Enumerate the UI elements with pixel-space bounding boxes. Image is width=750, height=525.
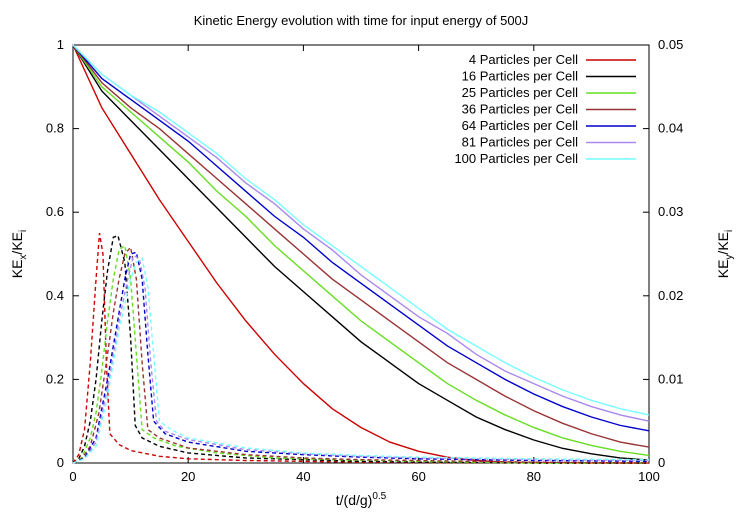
y-left-axis-label: KEx/KEi — [9, 230, 29, 279]
legend-label: 36 Particles per Cell — [462, 102, 578, 117]
series-key-81-particles-per-cell — [72, 254, 650, 464]
y-right-axis-label: KEy/KEi — [715, 230, 735, 279]
x-axis-ticks: 0 20 40 60 80 100 — [69, 45, 660, 484]
x-axis-label-base: t/(d/g) — [336, 492, 373, 508]
legend-label: 100 Particles per Cell — [454, 151, 578, 166]
y-left-tick-label: 0.8 — [46, 121, 64, 136]
y-left-tick-label: 0.6 — [46, 204, 64, 219]
series-kex-100-particles-per-cell — [72, 44, 650, 416]
x-tick-label: 80 — [527, 469, 541, 484]
series-key-16-particles-per-cell — [72, 234, 649, 464]
y-right-label-base: KE — [715, 260, 731, 279]
plot-frame — [72, 44, 650, 464]
y-left-tick-label: 0.2 — [46, 371, 64, 386]
y-left-label-mid: /KE — [9, 232, 25, 255]
plot-border — [72, 44, 650, 464]
series-key-4-particles-per-cell — [72, 232, 649, 464]
legend-label: 4 Particles per Cell — [469, 52, 578, 67]
legend-label: 25 Particles per Cell — [462, 85, 578, 100]
legend-label: 81 Particles per Cell — [462, 135, 578, 150]
x-tick-label: 60 — [411, 469, 425, 484]
series-key-64-particles-per-cell — [72, 251, 650, 464]
y-right-tick-label: 0.02 — [658, 288, 683, 303]
series-kex-64-particles-per-cell — [72, 44, 650, 432]
y-left-tick-label: 0 — [57, 455, 64, 470]
series-kex-16-particles-per-cell — [72, 44, 650, 461]
y-right-label-mid: /KE — [715, 232, 731, 255]
x-tick-label: 40 — [296, 469, 310, 484]
x-axis-label-sup: 0.5 — [372, 491, 386, 502]
y-left-axis-ticks: 0 0.2 0.4 0.6 0.8 1 — [46, 37, 79, 470]
y-left-tick-label: 1 — [57, 37, 64, 52]
x-axis-label: t/(d/g)0.5 — [336, 491, 387, 508]
series-kex-81-particles-per-cell — [72, 44, 650, 422]
y-right-tick-label: 0.05 — [658, 37, 683, 52]
legend: 4 Particles per Cell 16 Particles per Cel… — [454, 52, 636, 166]
series-lines — [72, 44, 650, 464]
series-key-25-particles-per-cell — [72, 244, 649, 464]
y-left-label-sub2: i — [18, 230, 29, 232]
x-tick-label: 0 — [69, 469, 76, 484]
x-tick-label: 20 — [181, 469, 195, 484]
series-kex-36-particles-per-cell — [72, 44, 650, 448]
y-right-tick-label: 0.01 — [658, 371, 683, 386]
chart-title: Kinetic Energy evolution with time for i… — [194, 13, 529, 28]
series-key-36-particles-per-cell — [72, 245, 650, 464]
series-kex-25-particles-per-cell — [72, 44, 650, 457]
y-right-tick-label: 0 — [658, 455, 665, 470]
y-left-label-base: KE — [9, 260, 25, 279]
y-left-tick-label: 0.4 — [46, 288, 64, 303]
legend-label: 16 Particles per Cell — [462, 69, 578, 84]
y-right-tick-label: 0.04 — [658, 121, 683, 136]
y-right-label-sub2: i — [724, 230, 735, 232]
legend-label: 64 Particles per Cell — [462, 118, 578, 133]
y-right-label-sub1: y — [724, 255, 735, 260]
x-tick-label: 100 — [638, 469, 660, 484]
y-right-axis-ticks: 0 0.01 0.02 0.03 0.04 0.05 — [643, 37, 683, 470]
series-key-100-particles-per-cell — [72, 256, 650, 464]
y-left-label-sub1: x — [18, 255, 29, 260]
y-right-tick-label: 0.03 — [658, 204, 683, 219]
